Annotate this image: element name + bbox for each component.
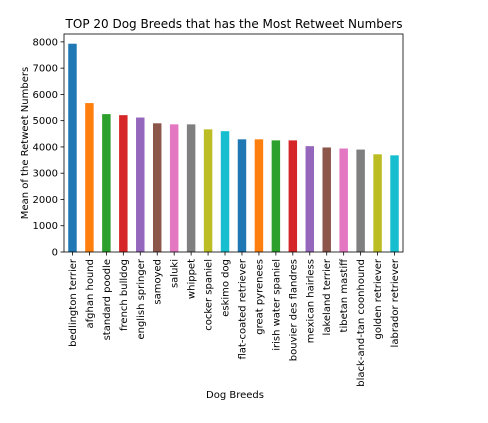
- bar-golden-retriever: [373, 154, 382, 252]
- bar-flat-coated-retriever: [237, 139, 247, 252]
- y-tick-label: 2000: [33, 195, 58, 206]
- x-tick-label: labrador retriever: [390, 258, 401, 347]
- x-tick-label: flat-coated retriever: [237, 258, 248, 359]
- bar-french-bulldog: [119, 115, 128, 253]
- x-tick-label: afghan hound: [85, 259, 96, 328]
- bar-lakeland-terrier: [322, 147, 331, 252]
- y-tick-label: 3000: [33, 169, 58, 180]
- x-tick-label: tibetan mastiff: [339, 258, 350, 333]
- y-tick-label: 5000: [33, 116, 58, 127]
- x-tick-label: whippet: [187, 259, 198, 299]
- bar-bouvier-des-flandres: [288, 140, 298, 252]
- bar-afghan-hound: [85, 103, 94, 252]
- y-tick-label: 7000: [33, 64, 58, 75]
- y-tick-label: 6000: [33, 90, 58, 101]
- x-tick-label: lakeland terrier: [322, 258, 333, 335]
- bar-standard-poodle: [102, 114, 111, 253]
- x-axis: bedlington terrier afghan hound standard p…: [68, 252, 401, 387]
- bar-tibetan-mastiff: [339, 148, 348, 252]
- bars-group: [68, 43, 399, 253]
- x-tick-label: eskimo dog: [221, 259, 232, 317]
- x-tick-label: cocker spaniel: [204, 259, 215, 331]
- x-tick-label: great pyrenees: [254, 259, 265, 335]
- x-tick-label: samoyed: [153, 259, 164, 305]
- bar-great-pyrenees: [254, 139, 264, 252]
- plot-frame: [63, 33, 404, 253]
- x-tick-label: mexican hairless: [305, 259, 316, 343]
- x-tick-label: bedlington terrier: [68, 258, 79, 347]
- x-tick-label: french bulldog: [119, 259, 130, 331]
- y-tick-label: 8000: [33, 37, 58, 48]
- bar-eskimo-dog: [220, 131, 230, 252]
- bar-bedlington-terrier: [68, 43, 77, 252]
- chart-title: TOP 20 Dog Breeds that has the Most Retw…: [65, 17, 403, 31]
- x-tick-label: saluki: [170, 259, 181, 288]
- bar-mexican-hairless: [305, 146, 315, 252]
- bar-labrador-retriever: [390, 155, 399, 252]
- bar-whippet: [186, 124, 196, 252]
- x-axis-label: Dog Breeds: [206, 390, 264, 401]
- y-tick-label: 4000: [33, 142, 58, 153]
- x-tick-label: standard poodle: [102, 259, 113, 340]
- bar-cocker-spaniel: [203, 129, 213, 252]
- y-tick-label: 0: [52, 248, 58, 259]
- y-tick-label: 1000: [33, 221, 58, 232]
- x-tick-label: black-and-tan coonhound: [356, 259, 367, 387]
- bar-samoyed: [152, 123, 162, 252]
- bar-black-and-tan-coonhound: [356, 149, 365, 252]
- bar-irish-water-spaniel: [271, 140, 281, 252]
- y-axis-label: Mean of the Retweet Numbers: [20, 67, 31, 219]
- x-tick-label: bouvier des flandres: [288, 259, 299, 361]
- y-axis: 0 1000 2000 3000 4000 5000 6000 7000 8000: [33, 37, 64, 259]
- bar-english-springer: [136, 117, 145, 252]
- x-tick-label: golden retriever: [373, 258, 384, 339]
- x-tick-label: english springer: [136, 258, 147, 339]
- bar-saluki: [169, 124, 179, 252]
- x-tick-label: irish water spaniel: [271, 259, 282, 351]
